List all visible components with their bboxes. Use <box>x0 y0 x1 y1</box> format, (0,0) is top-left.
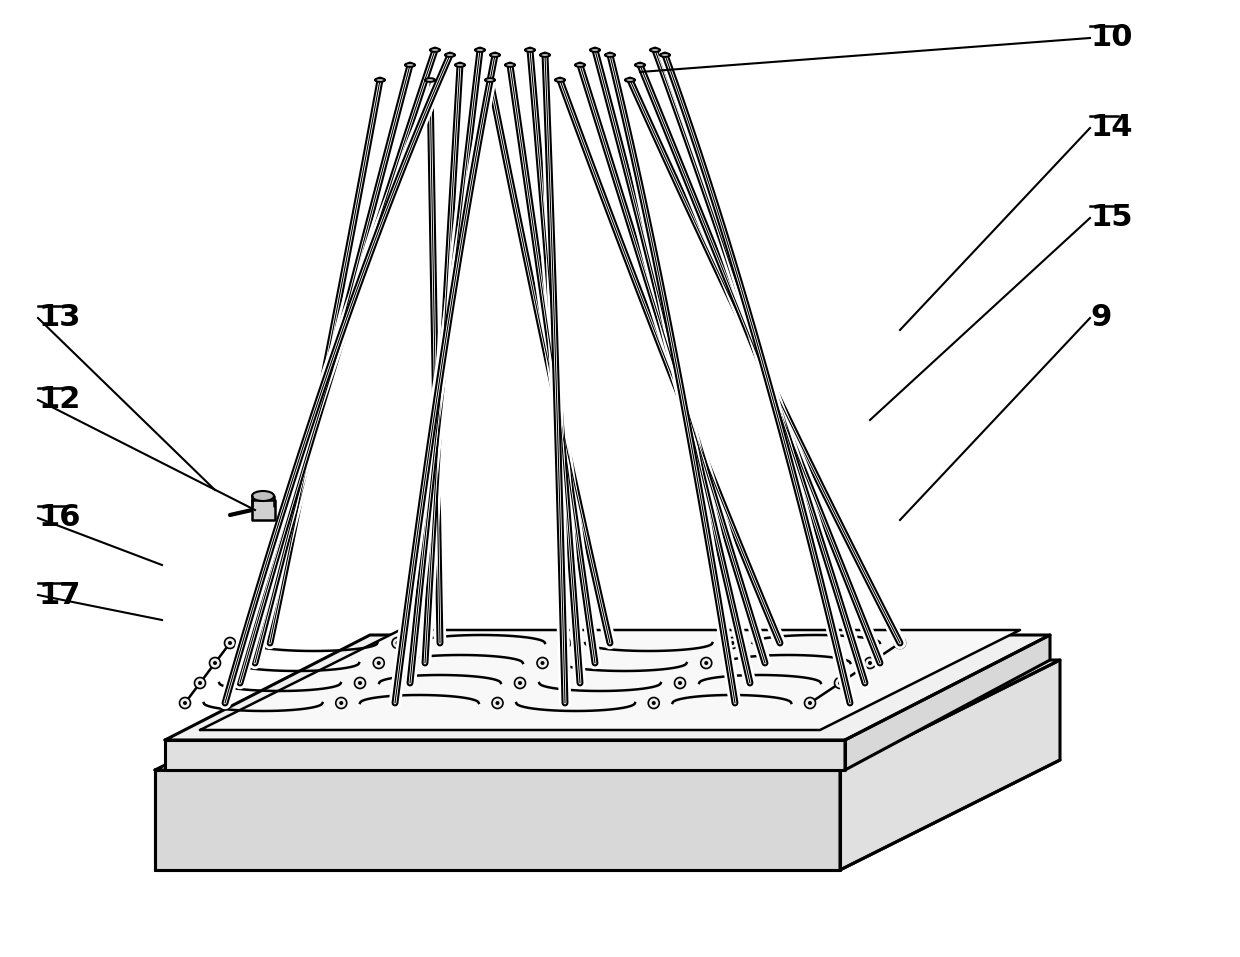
Circle shape <box>355 678 366 688</box>
Circle shape <box>518 681 522 685</box>
Circle shape <box>336 698 347 708</box>
Ellipse shape <box>425 78 435 81</box>
Circle shape <box>180 698 191 708</box>
Circle shape <box>492 698 503 708</box>
Text: 9: 9 <box>1090 303 1111 332</box>
Circle shape <box>864 657 875 669</box>
Circle shape <box>727 637 738 649</box>
Text: 12: 12 <box>38 386 81 414</box>
Ellipse shape <box>505 63 515 67</box>
Ellipse shape <box>605 54 615 56</box>
Ellipse shape <box>490 54 500 56</box>
Ellipse shape <box>575 63 585 67</box>
Ellipse shape <box>445 54 455 56</box>
Ellipse shape <box>405 63 415 67</box>
Circle shape <box>373 657 384 669</box>
Ellipse shape <box>625 78 635 81</box>
Circle shape <box>537 657 548 669</box>
Circle shape <box>184 701 187 705</box>
Text: 13: 13 <box>38 303 81 332</box>
Text: 14: 14 <box>1090 114 1132 143</box>
Circle shape <box>340 701 343 705</box>
Circle shape <box>392 637 403 649</box>
Ellipse shape <box>485 78 495 81</box>
Polygon shape <box>844 635 1050 770</box>
Ellipse shape <box>635 63 645 67</box>
Circle shape <box>358 681 362 685</box>
Circle shape <box>377 661 381 665</box>
Circle shape <box>678 681 682 685</box>
Polygon shape <box>155 770 839 870</box>
Ellipse shape <box>455 63 465 67</box>
Ellipse shape <box>525 48 534 52</box>
Circle shape <box>563 641 567 645</box>
Circle shape <box>805 698 816 708</box>
Ellipse shape <box>430 48 440 52</box>
Text: 15: 15 <box>1090 204 1132 233</box>
Circle shape <box>213 661 217 665</box>
Circle shape <box>808 701 812 705</box>
Circle shape <box>868 661 872 665</box>
Polygon shape <box>252 500 275 520</box>
Circle shape <box>496 701 500 705</box>
Circle shape <box>195 678 206 688</box>
Circle shape <box>894 637 905 649</box>
Ellipse shape <box>252 491 274 501</box>
Circle shape <box>396 641 399 645</box>
Polygon shape <box>165 740 844 770</box>
Circle shape <box>701 657 712 669</box>
Ellipse shape <box>556 78 565 81</box>
Polygon shape <box>155 660 1060 770</box>
Circle shape <box>835 678 846 688</box>
Ellipse shape <box>374 78 384 81</box>
Ellipse shape <box>539 54 551 56</box>
Circle shape <box>541 661 544 665</box>
Text: 17: 17 <box>38 581 81 610</box>
Ellipse shape <box>475 48 485 52</box>
Circle shape <box>515 678 526 688</box>
Circle shape <box>675 678 686 688</box>
Ellipse shape <box>660 54 670 56</box>
Circle shape <box>210 657 221 669</box>
Circle shape <box>838 681 842 685</box>
Circle shape <box>224 637 236 649</box>
Circle shape <box>559 637 570 649</box>
Circle shape <box>898 641 901 645</box>
Circle shape <box>704 661 708 665</box>
Circle shape <box>652 701 656 705</box>
Polygon shape <box>165 635 1050 740</box>
Circle shape <box>649 698 660 708</box>
Circle shape <box>730 641 734 645</box>
Circle shape <box>198 681 202 685</box>
Polygon shape <box>839 660 1060 870</box>
Text: 10: 10 <box>1090 24 1132 53</box>
Polygon shape <box>200 630 1021 730</box>
Text: 16: 16 <box>38 503 81 532</box>
Ellipse shape <box>590 48 600 52</box>
Circle shape <box>228 641 232 645</box>
Ellipse shape <box>650 48 660 52</box>
